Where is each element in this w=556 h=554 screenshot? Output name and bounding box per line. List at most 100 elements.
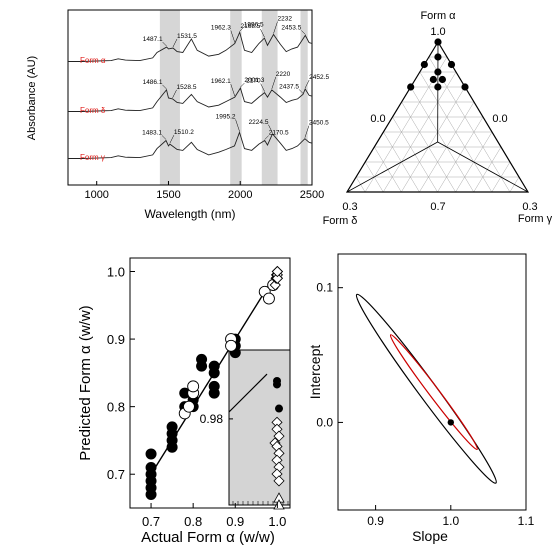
confidence-ellipse: [355, 293, 497, 484]
x-tick-label: 1.1: [518, 514, 535, 528]
ternary-point: [429, 75, 437, 84]
peak-pointer: [169, 134, 175, 144]
peak-label: 2001.3: [244, 77, 264, 84]
x-tick-label: 0.9: [226, 514, 244, 529]
peak-label: 1531.5: [177, 33, 197, 40]
inset-point: [273, 430, 285, 442]
peak-pointer: [264, 135, 269, 140]
inset-point: [273, 499, 285, 510]
spectra-ticks: 1000 1500 2000 2500: [84, 181, 324, 201]
data-point: [271, 272, 284, 284]
x-tick-label: 2500: [300, 189, 324, 201]
ternary-point: [447, 60, 456, 69]
data-point: [182, 400, 195, 413]
peak-label: 1486.1: [143, 79, 163, 86]
spectra-series-names: Form α Form δ Form γ: [80, 56, 106, 162]
ellipse-panel: 0.9 1.0 1.1 0.0 0.1 Slope Intercept: [307, 253, 535, 544]
vertex-label-gamma: Form γ: [518, 213, 553, 225]
shaded-band: [230, 10, 242, 185]
spectrum-line: [68, 30, 313, 62]
inset-point: [275, 404, 283, 413]
x-tick-label: 1500: [156, 189, 180, 201]
data-point: [166, 421, 178, 433]
ternary-labels: Form α Form δ Form γ 1.0 0.0 0.0 0.3 0.7 0.3: [323, 10, 553, 227]
ternary-point: [434, 38, 442, 46]
confidence-ellipse: [389, 334, 478, 451]
prediction-ylabel: Predicted Form α (w/w): [77, 305, 94, 460]
peak-pointer: [301, 30, 306, 35]
ternary-gridline: [382, 71, 457, 193]
ternary-points: [407, 38, 469, 91]
peak-label: 2450.5: [309, 120, 329, 127]
peak-pointer: [172, 38, 178, 48]
spectra-xlabel: Wavelength (nm): [145, 207, 236, 221]
ternary-triangle: [345, 40, 530, 193]
prediction-xlabel: Actual Form α (w/w): [141, 529, 275, 546]
inset-point: [273, 380, 281, 389]
peak-label: 2168.5: [241, 23, 261, 30]
peak-pointer: [271, 76, 277, 89]
x-tick-label: 0.8: [184, 514, 202, 529]
prediction-points: [145, 265, 284, 500]
peak-pointer: [260, 28, 265, 38]
peak-pointer: [240, 82, 245, 88]
ternary-tick-label: 0.0: [492, 113, 507, 125]
inset-fit-line: [228, 373, 268, 413]
ellipse-ticks: 0.9 1.0 1.1 0.0 0.1: [316, 281, 534, 528]
data-point: [262, 292, 275, 305]
data-point: [208, 367, 220, 379]
confidence-ellipses: [355, 293, 497, 484]
peak-pointer: [273, 21, 278, 34]
data-point: [145, 461, 157, 473]
peak-pointer: [268, 124, 273, 133]
x-tick-label: 0.7: [142, 514, 160, 529]
peak-pointer: [304, 125, 310, 138]
y-tick-label: 0.0: [316, 415, 333, 429]
ternary-point: [461, 83, 469, 91]
spectra-frame: [67, 9, 313, 186]
vertex-label-alpha: Form α: [420, 10, 456, 22]
peak-label: 1996.5: [244, 21, 264, 28]
y-tick-label: 0.7: [107, 467, 125, 482]
peak-pointer: [304, 79, 310, 89]
peak-pointer: [162, 84, 167, 90]
series-name: Form γ: [80, 153, 105, 162]
peak-label: 1962.3: [211, 25, 231, 32]
peak-label: 2170.5: [269, 130, 289, 137]
ternary-point: [434, 83, 442, 91]
peak-pointer: [172, 89, 177, 99]
spectra-lines: [68, 30, 313, 159]
shaded-band: [300, 10, 308, 185]
data-point: [271, 265, 284, 278]
ellipse-ylabel: Intercept: [307, 345, 323, 400]
x-tick-label: 1.0: [268, 514, 286, 529]
data-point: [225, 339, 238, 352]
peak-label: 1483.1: [142, 130, 162, 137]
series-name: Form α: [80, 56, 106, 65]
data-point: [166, 434, 178, 446]
ternary-tick-label: 0.0: [370, 113, 385, 125]
peak-label: 1487.1: [143, 36, 163, 43]
peak-label: 1528.5: [177, 84, 197, 91]
peak-pointer: [162, 41, 167, 47]
series-name: Form δ: [80, 106, 106, 115]
data-point: [145, 475, 157, 487]
ternary-point: [434, 68, 442, 76]
x-tick-label: 1.0: [442, 514, 459, 528]
ternary-axis-arrow: [437, 141, 529, 193]
vertex-label-delta: Form δ: [323, 215, 358, 227]
peak-pointer: [230, 84, 236, 97]
x-tick-label: 1000: [84, 189, 108, 201]
data-point: [196, 353, 208, 365]
spectrum-line: [68, 130, 313, 159]
data-point: [179, 387, 191, 399]
peak-label: 1995.2: [216, 113, 236, 120]
data-point: [208, 380, 220, 392]
peak-label: 1962.1: [211, 78, 231, 85]
spectrum-line: [68, 87, 313, 112]
peak-pointer: [260, 83, 265, 92]
spectra-panel: 1000 1500 2000 2500 1487.1 1531.5 1962.3 1996.…: [26, 9, 329, 221]
ternary-panel: Form α Form δ Form γ 1.0 0.0 0.0 0.3 0.7 0.3: [323, 10, 553, 227]
